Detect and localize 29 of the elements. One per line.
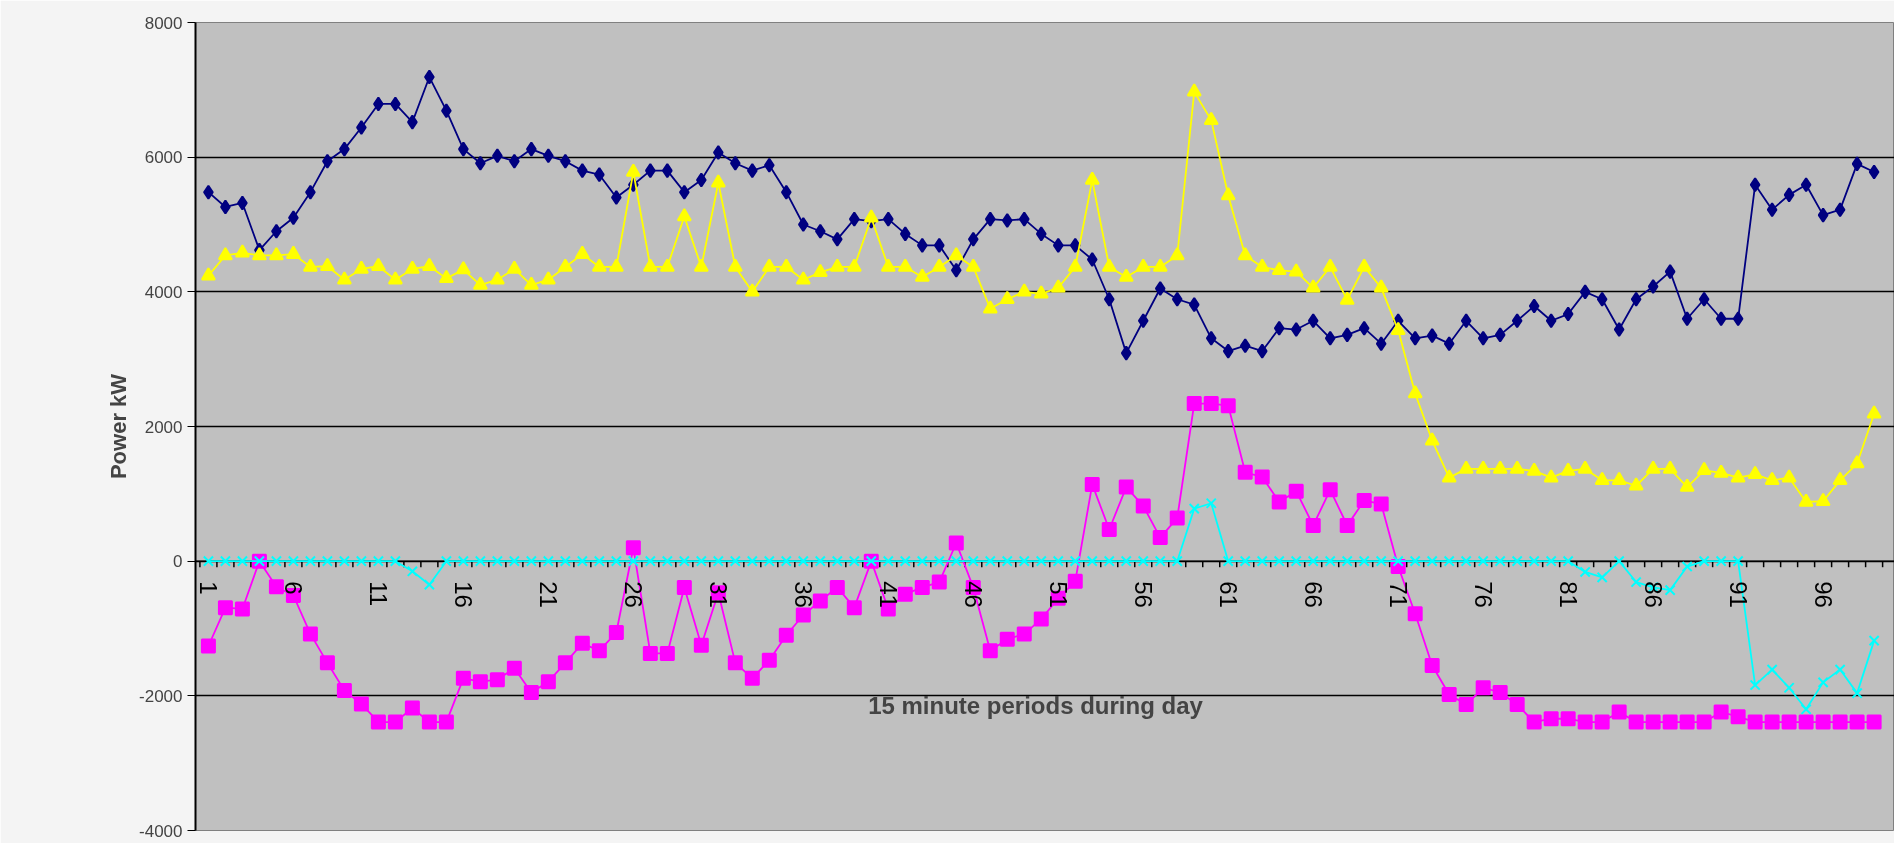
- x-tick-label: 21: [534, 581, 562, 608]
- x-tick-label: 51: [1044, 581, 1072, 608]
- x-tick-label: 56: [1129, 581, 1157, 608]
- y-tick-label: 2000: [144, 417, 183, 437]
- x-tick-label: 91: [1724, 581, 1752, 608]
- x-tick-label: 96: [1809, 581, 1837, 608]
- x-tick-label: 6: [279, 581, 307, 595]
- x-tick-label: 61: [1214, 581, 1242, 608]
- y-tick-label: 4000: [144, 282, 183, 302]
- x-tick-label: 76: [1469, 581, 1497, 608]
- x-tick-label: 31: [704, 581, 732, 608]
- x-tick-label: 1: [194, 581, 222, 595]
- y-axis-title: Power kW: [106, 373, 132, 480]
- x-axis-title: 15 minute periods during day: [868, 691, 1204, 719]
- x-tick-label: 11: [364, 581, 392, 607]
- x-tick-label: 66: [1299, 581, 1327, 608]
- y-tick-label: -4000: [139, 821, 183, 841]
- x-tick-label: 46: [959, 581, 987, 608]
- y-tick-label: -2000: [139, 686, 183, 706]
- y-tick-label: 8000: [144, 13, 183, 33]
- x-tick-label: 41: [874, 581, 902, 608]
- x-tick-label: 81: [1554, 581, 1582, 608]
- x-tick-label: 71: [1384, 581, 1412, 608]
- x-tick-label: 16: [449, 581, 477, 608]
- y-tick-label: 0: [173, 552, 183, 572]
- x-tick-label: 86: [1639, 581, 1667, 608]
- x-tick-label: 36: [789, 581, 817, 608]
- x-tick-label: 26: [619, 581, 647, 608]
- y-tick-label: 6000: [144, 148, 183, 168]
